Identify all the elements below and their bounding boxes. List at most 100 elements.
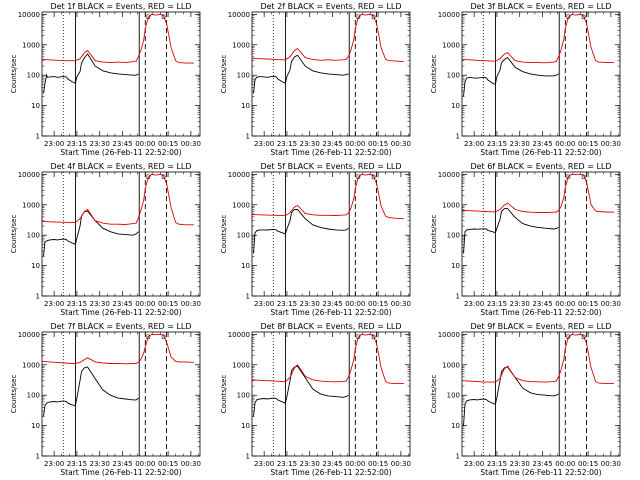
event-marker-label: D [566,14,571,21]
y-axis-label: Counts/sec [430,55,438,94]
event-marker-label: D [146,174,151,181]
x-tick-label: 00:30 [181,300,201,308]
x-tick-label: 23:45 [532,460,552,468]
event-marker-label: D [161,174,166,181]
y-tick-label: 1000 [22,361,40,369]
y-tick-label: 1 [36,453,40,461]
y-tick-label: 100 [447,72,460,80]
panel-title: Det 1f BLACK = Events, RED = LLD [50,2,191,11]
y-axis-label: Counts/sec [220,215,228,254]
x-tick-label: 23:30 [90,140,110,148]
plot-frame [41,11,201,137]
plot-frame [251,331,411,457]
x-tick-label: 00:00 [345,460,365,468]
y-tick-label: 10000 [438,171,460,179]
x-tick-label: 23:45 [322,140,342,148]
lld-series-line [461,333,614,385]
panel-title: Det 2f BLACK = Events, RED = LLD [260,2,401,11]
y-tick-label: 10 [241,262,250,270]
x-axis-label: Start Time (26-Feb-11 22:52:00) [480,308,601,317]
plot-frame [251,171,411,297]
detector-panel-4: Det 4f BLACK = Events, RED = LLD 1 10 100 10… [10,162,201,317]
event-marker-label: D [161,334,166,341]
lld-series-line [461,13,614,64]
event-marker-label: D [356,174,361,181]
events-series-line [253,209,349,254]
detector-panel-5: Det 5f BLACK = Events, RED = LLD 1 10 100 10… [220,162,411,317]
lld-series-line [41,333,194,365]
x-tick-label: 23:00 [44,300,64,308]
x-tick-label: 23:30 [300,140,320,148]
panel-title: Det 9f BLACK = Events, RED = LLD [470,322,611,331]
x-tick-label: 00:15 [158,300,178,308]
panel-title: Det 4f BLACK = Events, RED = LLD [50,162,191,171]
x-tick-label: 00:00 [135,300,155,308]
y-tick-label: 10 [241,422,250,430]
y-tick-label: 1 [456,453,460,461]
lld-series-line [41,13,194,64]
x-tick-label: 00:30 [391,460,411,468]
y-tick-label: 1 [246,133,250,141]
x-axis-label: Start Time (26-Feb-11 22:52:00) [270,308,391,317]
x-tick-label: 23:00 [464,460,484,468]
plot-frame [461,171,621,297]
x-tick-label: 23:00 [464,140,484,148]
events-series-line [463,57,559,97]
x-tick-label: 23:15 [277,300,297,308]
y-tick-label: 100 [447,392,460,400]
events-series-line [253,54,349,94]
y-tick-label: 10 [241,102,250,110]
x-tick-label: 23:15 [487,140,507,148]
y-axis-label: Counts/sec [220,375,228,414]
x-tick-label: 00:30 [181,460,201,468]
y-tick-label: 100 [237,392,250,400]
x-tick-label: 23:15 [67,140,87,148]
x-tick-label: 23:45 [322,300,342,308]
detector-panel-2: Det 2f BLACK = Events, RED = LLD 1 10 100 10… [220,2,411,157]
x-tick-label: 23:45 [112,140,132,148]
y-tick-label: 10000 [438,11,460,19]
y-tick-label: 100 [27,232,40,240]
y-tick-label: 10000 [18,171,40,179]
x-tick-label: 23:15 [277,460,297,468]
y-tick-label: 1 [36,293,40,301]
x-tick-label: 00:15 [368,300,388,308]
y-tick-label: 10000 [228,171,250,179]
x-tick-label: 23:30 [90,300,110,308]
y-tick-label: 1 [456,293,460,301]
event-marker-label: D [146,14,151,21]
y-axis-label: Counts/sec [10,215,18,254]
plot-frame [461,11,621,137]
x-tick-label: 23:00 [254,460,274,468]
y-tick-label: 10000 [228,331,250,339]
x-tick-label: 23:30 [300,300,320,308]
lld-series-line [41,173,194,226]
detector-panel-9: Det 9f BLACK = Events, RED = LLD 1 10 100 10… [430,322,621,477]
x-axis-label: Start Time (26-Feb-11 22:52:00) [270,148,391,157]
y-tick-label: 1000 [232,201,250,209]
x-tick-label: 00:30 [391,300,411,308]
x-tick-label: 23:45 [112,300,132,308]
event-marker-label: D [581,334,586,341]
x-tick-label: 23:00 [254,140,274,148]
lld-series-line [251,333,404,385]
y-tick-label: 1000 [442,201,460,209]
y-tick-label: 100 [27,72,40,80]
x-tick-label: 23:45 [112,460,132,468]
panel-title: Det 6f BLACK = Events, RED = LLD [470,162,611,171]
y-tick-label: 10000 [438,331,460,339]
lld-series-line [251,173,404,220]
x-tick-label: 23:30 [510,300,530,308]
x-tick-label: 00:00 [345,300,365,308]
x-tick-label: 00:30 [601,140,621,148]
x-tick-label: 23:00 [44,460,64,468]
x-tick-label: 00:15 [368,460,388,468]
x-tick-label: 00:15 [578,460,598,468]
x-tick-label: 00:15 [158,460,178,468]
y-tick-label: 10000 [228,11,250,19]
x-tick-label: 00:00 [555,300,575,308]
detector-panel-6: Det 6f BLACK = Events, RED = LLD 1 10 100 10… [430,162,621,317]
x-tick-label: 23:15 [277,140,297,148]
panel-title: Det 7f BLACK = Events, RED = LLD [50,322,191,331]
events-series-line [463,208,559,254]
